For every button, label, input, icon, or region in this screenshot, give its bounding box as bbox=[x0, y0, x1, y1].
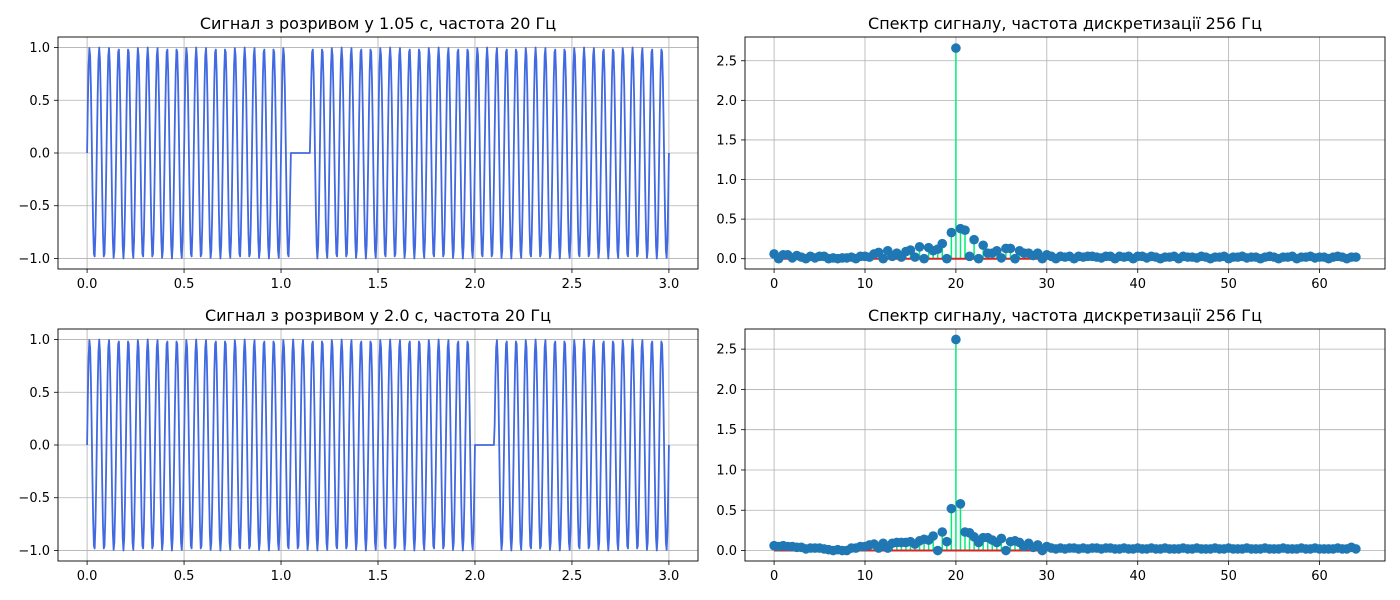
x-tick-label: 50 bbox=[1220, 569, 1237, 584]
y-tick-label: −1.0 bbox=[18, 544, 50, 559]
x-tick-label: 2.0 bbox=[465, 277, 486, 292]
plot-area bbox=[769, 334, 1361, 556]
chart-panel-3: 0.0 0.5 1.0 1.5 2.0 2.5 3.0 −1.0 −0.5 0.0 0.5 1.0 Си… bbox=[18, 306, 699, 584]
x-tick-label: 10 bbox=[857, 277, 874, 292]
chart-panel-4: 0 10 20 30 40 50 60 0.0 0.5 1.0 1.5 2.0 2.5 Спектр си… bbox=[716, 306, 1386, 584]
chart-panel-2: 0 10 20 30 40 50 60 0.0 0.5 1.0 1.5 2.0 2.5 Спектр си… bbox=[716, 14, 1386, 292]
stem-marker bbox=[1010, 253, 1020, 264]
y-tick-label: 1.5 bbox=[716, 133, 737, 148]
stem-marker bbox=[992, 245, 1002, 256]
y-tick-label: 2.0 bbox=[716, 94, 737, 109]
y-tick-label: −0.5 bbox=[18, 491, 50, 506]
stem-marker bbox=[978, 240, 988, 251]
x-tick-label: 60 bbox=[1311, 277, 1328, 292]
x-tick-label: 10 bbox=[857, 569, 874, 584]
chart-title: Сигнал з розривом у 1.05 с, частота 20 Г… bbox=[200, 14, 556, 33]
chart-title: Спектр сигналу, частота дискретизації 25… bbox=[868, 14, 1262, 33]
signal-line bbox=[86, 46, 670, 260]
chart-title: Спектр сигналу, частота дискретизації 25… bbox=[868, 306, 1262, 325]
stem-marker bbox=[878, 253, 888, 264]
signal-line bbox=[86, 338, 670, 552]
stem-marker bbox=[960, 225, 970, 236]
y-tick-label: 2.5 bbox=[716, 54, 737, 69]
stem-marker bbox=[951, 43, 961, 53]
stem-marker bbox=[973, 253, 984, 264]
stem-marker bbox=[910, 252, 920, 262]
x-tick-label: 40 bbox=[1129, 569, 1146, 584]
x-tick-label: 2.0 bbox=[465, 569, 486, 584]
x-tick-label: 30 bbox=[1039, 277, 1056, 292]
x-tick-label: 0 bbox=[770, 277, 778, 292]
stem-marker bbox=[928, 531, 938, 541]
x-tick-label: 60 bbox=[1311, 569, 1328, 584]
plot-area bbox=[86, 46, 670, 260]
x-tick-label: 1.5 bbox=[368, 569, 389, 584]
stem-marker bbox=[996, 533, 1007, 544]
axes-frame bbox=[57, 36, 699, 270]
stem-marker bbox=[969, 234, 979, 245]
stem-marker bbox=[932, 545, 943, 556]
x-tick-label: 2.5 bbox=[562, 569, 583, 584]
stem-marker bbox=[1005, 243, 1016, 254]
stem-marker bbox=[919, 253, 929, 264]
y-tick-label: 0.0 bbox=[716, 544, 737, 559]
y-tick-label: 1.0 bbox=[29, 41, 50, 56]
x-tick-label: 1.0 bbox=[271, 277, 292, 292]
stem-marker bbox=[914, 242, 925, 252]
x-tick-label: 30 bbox=[1039, 569, 1056, 584]
stem-marker bbox=[946, 503, 957, 514]
y-tick-label: 0.5 bbox=[716, 504, 737, 519]
stem-marker bbox=[1001, 545, 1011, 556]
x-tick-label: 3.0 bbox=[659, 277, 680, 292]
plot-area bbox=[769, 43, 1361, 264]
y-tick-label: 1.0 bbox=[29, 333, 50, 348]
y-tick-label: 0.0 bbox=[716, 252, 737, 267]
plot-area bbox=[86, 338, 670, 552]
stem-marker bbox=[942, 253, 952, 264]
stem-marker bbox=[937, 238, 948, 249]
x-tick-label: 0.0 bbox=[77, 277, 98, 292]
stem-marker bbox=[937, 527, 948, 537]
y-tick-label: 2.5 bbox=[716, 343, 737, 358]
y-tick-label: −0.5 bbox=[18, 199, 50, 214]
x-tick-label: 1.0 bbox=[271, 569, 292, 584]
stem-marker bbox=[951, 334, 961, 345]
stem-marker bbox=[942, 536, 952, 547]
x-tick-label: 0.0 bbox=[77, 569, 98, 584]
chart-title: Сигнал з розривом у 2.0 с, частота 20 Гц bbox=[205, 306, 551, 325]
x-tick-label: 20 bbox=[948, 569, 965, 584]
stem-marker bbox=[955, 499, 966, 509]
stem-marker bbox=[905, 245, 916, 255]
x-tick-label: 0 bbox=[770, 569, 778, 584]
y-tick-label: 0.0 bbox=[29, 147, 50, 162]
x-tick-label: 50 bbox=[1220, 277, 1237, 292]
y-tick-label: 1.5 bbox=[716, 423, 737, 438]
y-tick-label: 0.5 bbox=[29, 94, 50, 109]
y-tick-label: 1.0 bbox=[716, 463, 737, 478]
stem-marker bbox=[1351, 252, 1361, 262]
x-tick-label: 0.5 bbox=[174, 277, 195, 292]
y-tick-label: 2.0 bbox=[716, 383, 737, 398]
x-tick-label: 0.5 bbox=[174, 569, 195, 584]
chart-panel-1: 0.0 0.5 1.0 1.5 2.0 2.5 3.0 −1.0 −0.5 0.0 0.5 1.0 Си… bbox=[18, 14, 699, 292]
x-tick-label: 40 bbox=[1129, 277, 1146, 292]
axes-frame bbox=[57, 328, 699, 562]
stem-marker bbox=[964, 251, 975, 262]
y-tick-label: 0.0 bbox=[29, 439, 50, 454]
x-tick-label: 2.5 bbox=[562, 277, 583, 292]
y-tick-label: 0.5 bbox=[716, 213, 737, 228]
x-tick-label: 20 bbox=[948, 277, 965, 292]
y-tick-label: −1.0 bbox=[18, 252, 50, 267]
x-tick-label: 1.5 bbox=[368, 277, 389, 292]
y-tick-label: 1.0 bbox=[716, 173, 737, 188]
axes-frame bbox=[744, 36, 1386, 270]
axes-frame bbox=[744, 328, 1386, 562]
stem-marker bbox=[1351, 544, 1361, 554]
stem-marker bbox=[996, 253, 1007, 263]
stem-marker bbox=[946, 227, 957, 238]
x-tick-label: 3.0 bbox=[659, 569, 680, 584]
y-tick-label: 0.5 bbox=[29, 386, 50, 401]
